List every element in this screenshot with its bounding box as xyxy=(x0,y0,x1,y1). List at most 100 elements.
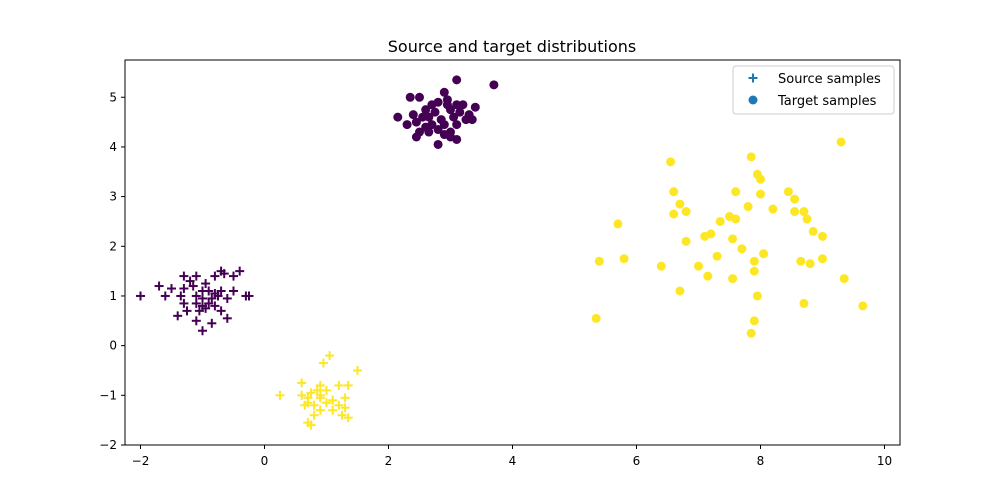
source-point xyxy=(136,291,145,301)
target-point xyxy=(452,100,462,110)
source-point xyxy=(191,316,201,326)
target-point xyxy=(749,256,759,266)
source-point xyxy=(201,279,211,289)
target-point xyxy=(455,107,465,117)
series-3 xyxy=(591,137,868,338)
source-point xyxy=(343,413,353,423)
target-point xyxy=(591,313,601,323)
legend-box xyxy=(732,65,895,115)
target-point xyxy=(836,137,846,147)
target-point xyxy=(756,174,765,184)
source-point xyxy=(337,410,347,420)
source-point xyxy=(353,365,362,375)
axes-frame xyxy=(124,59,901,446)
target-point xyxy=(703,271,713,281)
x-tick-label: 8 xyxy=(757,454,765,468)
target-point xyxy=(461,115,471,125)
target-point xyxy=(594,256,604,266)
target-point xyxy=(433,97,443,107)
legend-circle-marker xyxy=(748,95,758,105)
target-point xyxy=(467,115,477,125)
source-point xyxy=(340,403,350,413)
legend-plus-marker xyxy=(748,73,758,83)
source-point xyxy=(204,286,214,296)
x-tick-label: 2 xyxy=(385,454,393,468)
source-point xyxy=(340,393,350,403)
target-point xyxy=(442,95,452,105)
series-2 xyxy=(393,75,499,149)
target-point xyxy=(759,249,769,259)
target-point xyxy=(405,92,415,102)
target-point xyxy=(796,256,806,266)
target-point xyxy=(783,187,793,197)
legend-label: Target samples xyxy=(777,94,877,109)
target-point xyxy=(790,207,800,217)
source-point xyxy=(201,303,211,313)
target-point xyxy=(424,127,434,137)
target-point xyxy=(418,112,428,122)
y-tick-label: 2 xyxy=(109,239,117,253)
source-point xyxy=(191,298,201,308)
y-tick-label: 0 xyxy=(109,339,117,353)
target-point xyxy=(805,259,815,269)
target-point xyxy=(799,207,809,217)
target-point xyxy=(446,132,455,142)
source-point xyxy=(167,284,176,294)
target-point xyxy=(449,112,459,122)
y-tick-label: 5 xyxy=(109,90,117,104)
target-point xyxy=(731,187,741,197)
y-tick-label: −1 xyxy=(99,388,117,402)
target-point xyxy=(706,229,716,239)
source-point xyxy=(315,380,325,390)
target-point xyxy=(790,194,800,204)
target-point xyxy=(858,301,868,311)
target-point xyxy=(452,120,462,130)
target-point xyxy=(458,100,468,110)
target-point xyxy=(411,117,421,127)
source-point xyxy=(207,318,217,328)
legend: Source samples Target samples xyxy=(732,65,895,115)
x-tick-label: 4 xyxy=(509,454,517,468)
target-point xyxy=(415,92,424,102)
y-tick-label: 1 xyxy=(109,289,117,303)
chart-title: Source and target distributions xyxy=(388,37,636,56)
target-point xyxy=(402,120,412,130)
source-point xyxy=(318,358,328,368)
target-point xyxy=(393,112,403,122)
plot-area xyxy=(136,75,868,430)
y-tick-label: 4 xyxy=(109,140,117,154)
source-point xyxy=(315,405,325,415)
source-point xyxy=(191,271,201,281)
target-point xyxy=(749,266,759,276)
source-point xyxy=(185,276,195,286)
target-point xyxy=(818,254,827,264)
target-point xyxy=(424,112,434,122)
source-point xyxy=(179,298,189,308)
x-tick-label: 6 xyxy=(633,454,641,468)
series-0 xyxy=(136,266,254,336)
source-point xyxy=(315,393,325,403)
source-point xyxy=(334,380,344,390)
target-point xyxy=(408,110,418,120)
target-point xyxy=(430,107,440,117)
source-point xyxy=(322,385,331,395)
target-point xyxy=(728,234,738,244)
target-point xyxy=(802,214,812,224)
target-point xyxy=(752,291,762,301)
target-point xyxy=(818,231,827,241)
source-point xyxy=(198,326,207,336)
source-point xyxy=(216,286,226,296)
x-tick-label: 0 xyxy=(261,454,269,468)
source-point xyxy=(176,291,186,301)
target-point xyxy=(749,316,759,326)
source-point xyxy=(210,301,220,311)
source-point xyxy=(300,400,310,410)
target-point xyxy=(452,75,462,85)
x-axis: −2 0 2 4 6 8 10 xyxy=(132,445,892,468)
source-point xyxy=(334,400,344,410)
target-point xyxy=(746,152,756,162)
source-point xyxy=(297,378,307,388)
source-point xyxy=(222,293,232,303)
target-point xyxy=(470,102,480,112)
